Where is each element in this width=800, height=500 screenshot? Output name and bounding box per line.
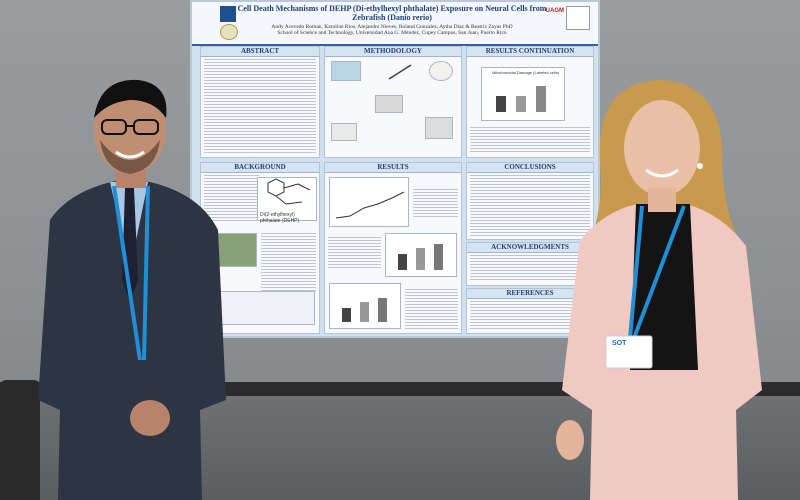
fish-tank-icon — [331, 61, 361, 81]
section-heading: BACKGROUND — [201, 163, 319, 173]
uagm-logo: UAGM — [545, 8, 564, 14]
poster-title: Cell Death Mechanisms of DEHP (Di-ethylh… — [237, 4, 547, 22]
plate-reader-icon — [425, 117, 453, 139]
section-acknowledgments: ACKNOWLEDGMENTS — [466, 242, 594, 286]
section-heading: ACKNOWLEDGMENTS — [467, 243, 593, 253]
text-block — [261, 233, 316, 293]
section-methodology: METHODOLOGY — [324, 46, 462, 158]
section-results-continuation: RESULTS CONTINUATION Mitochondrial Damag… — [466, 46, 594, 158]
section-heading: ABSTRACT — [201, 47, 319, 57]
bar-chart-figure — [385, 233, 457, 277]
name-badge-text: SOT — [612, 340, 627, 347]
section-heading: REFERENCES — [467, 289, 593, 299]
man-person — [38, 79, 226, 500]
seal-icon — [220, 24, 238, 40]
research-poster: Cell Death Mechanisms of DEHP (Di-ethylh… — [190, 0, 600, 338]
poster-authors: Andy Acevedo Roman, Karoline Rios, Aleja… — [232, 24, 552, 36]
poster-author-names: Andy Acevedo Roman, Karoline Rios, Aleja… — [271, 24, 513, 30]
text-block — [470, 255, 590, 282]
institution-logo-icon — [220, 6, 236, 22]
caption-text — [328, 237, 381, 269]
chart-bar — [516, 96, 526, 112]
chart-bar — [360, 302, 369, 322]
caption-text — [470, 127, 590, 154]
caption-text — [413, 189, 458, 217]
chart-bar — [536, 86, 546, 112]
section-background: BACKGROUND Di(2-ethylhexyl) phthalate (D… — [200, 162, 320, 334]
section-abstract: ABSTRACT — [200, 46, 320, 158]
text-block — [470, 175, 590, 236]
section-conclusions: CONCLUSIONS — [466, 162, 594, 240]
chart-title: Mitochondrial Damage (Labeled cells) — [492, 70, 560, 75]
mito-chart-figure: Mitochondrial Damage (Labeled cells) — [481, 67, 565, 121]
woman-person — [556, 80, 762, 500]
dish-icon — [429, 61, 453, 81]
qr-code-icon — [566, 6, 590, 30]
poster-header: Cell Death Mechanisms of DEHP (Di-ethylh… — [192, 2, 598, 46]
chart-bar — [378, 298, 387, 322]
chart-bar — [434, 244, 443, 270]
section-heading: CONCLUSIONS — [467, 163, 593, 173]
molecule-icon — [267, 178, 311, 205]
caption-text — [405, 289, 458, 330]
chart-bar — [342, 308, 351, 322]
molecule-caption: Di(2-ethylhexyl) phthalate (DEHP) — [260, 212, 300, 224]
poster-affiliation: School of Science and Technology, Univer… — [277, 30, 507, 36]
section-heading: METHODOLOGY — [325, 47, 461, 57]
incubator-icon — [375, 95, 403, 113]
section-heading: RESULTS — [325, 163, 461, 173]
pipette-icon — [385, 63, 415, 81]
molecule-figure: Di(2-ethylhexyl) phthalate (DEHP) — [257, 177, 317, 224]
section-heading: RESULTS CONTINUATION — [467, 47, 593, 57]
section-results: RESULTS — [324, 162, 462, 334]
chart-bar — [416, 248, 425, 270]
line-chart-figure — [329, 177, 409, 227]
bar-chart-figure-2 — [329, 283, 401, 329]
pathway-diagram — [207, 291, 315, 325]
chart-bar — [496, 96, 506, 112]
chair — [0, 380, 40, 500]
chart-bar — [398, 254, 407, 270]
text-block — [204, 59, 316, 154]
microscope-icon — [331, 123, 357, 141]
text-block — [204, 175, 259, 223]
